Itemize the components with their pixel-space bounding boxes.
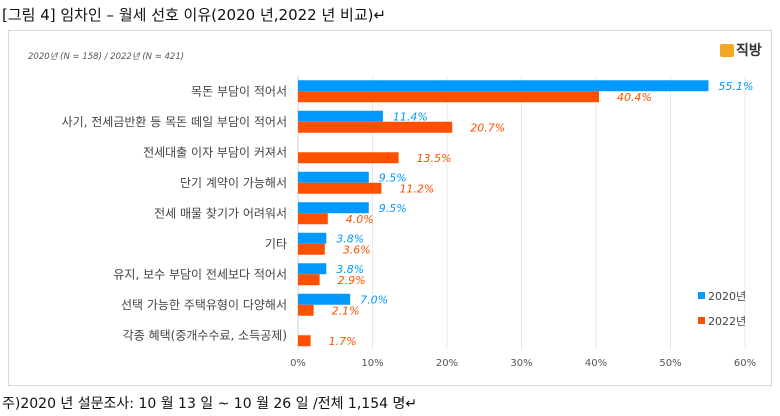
data-label: 2.9% (338, 274, 366, 287)
x-tick-label: 10% (361, 358, 383, 369)
footnote: 주)2020 년 설문조사: 10 월 13 일 ~ 10 월 26 일 /전체… (2, 396, 418, 412)
category-label: 전세대출 이자 부담이 커져서 (143, 145, 287, 159)
x-tick-label: 60% (734, 358, 756, 369)
bar-2022 (298, 121, 453, 133)
category-label: 유지, 보수 부담이 전세보다 적어서 (113, 267, 287, 281)
category-label: 목돈 부담이 적어서 (191, 84, 287, 98)
category-label: 단기 계약이 가능해서 (180, 175, 287, 190)
data-label: 11.4% (393, 110, 428, 123)
bar-2020 (298, 80, 709, 92)
x-tick-label: 40% (585, 358, 607, 369)
bar-2020 (298, 232, 327, 244)
x-tick-label: 50% (659, 358, 681, 369)
bar-2022 (298, 274, 320, 286)
category-label: 기타 (265, 237, 287, 251)
data-label: 1.7% (329, 335, 357, 348)
data-label: 13.5% (417, 152, 452, 165)
bar-2020 (298, 171, 369, 183)
data-label: 3.8% (336, 232, 364, 245)
bar-2022 (298, 182, 382, 194)
data-label: 40.4% (617, 91, 652, 104)
data-label: 9.5% (379, 202, 407, 215)
data-label: 3.6% (343, 243, 371, 256)
bar-2020 (298, 263, 327, 275)
category-label: 사기, 전세금반환 등 목돈 떼일 부담이 적어서 (62, 115, 287, 129)
bar-2022 (298, 152, 399, 164)
bar-2022 (298, 213, 328, 225)
x-tick-label: 20% (436, 358, 458, 369)
bar-2020 (298, 293, 351, 305)
zigbang-logo: 직방 (720, 40, 762, 60)
house-icon (720, 43, 734, 57)
bar-2022 (298, 243, 325, 255)
figure-title: [그림 4] 임차인 – 월세 선호 이유(2020 년,2022 년 비교)↵ (2, 6, 387, 24)
bar-2020 (298, 202, 369, 214)
bar-2022 (298, 91, 599, 103)
data-label: 3.8% (336, 263, 364, 276)
x-tick-label: 0% (290, 358, 306, 369)
data-label: 55.1% (718, 80, 753, 93)
category-label: 각종 혜택(중개수수료, 소득공제) (123, 328, 287, 342)
chart-frame (8, 30, 772, 386)
category-label: 전세 매물 찾기가 어려워서 (154, 206, 287, 220)
legend-label: 2020년 (708, 290, 746, 303)
data-label: 4.0% (346, 213, 374, 226)
bar-2022 (298, 335, 311, 347)
data-label: 9.5% (379, 171, 407, 184)
x-tick-label: 30% (510, 358, 532, 369)
data-label: 11.2% (399, 182, 434, 195)
legend-swatch (698, 317, 705, 324)
data-label: 2.1% (332, 304, 360, 317)
data-label: 7.0% (360, 293, 388, 306)
chart-subtitle: 2020년 (N = 158) / 2022년 (N = 421) (28, 52, 185, 62)
category-label: 선택 가능한 주택유형이 다양해서 (121, 298, 287, 312)
bar-2020 (298, 110, 383, 122)
legend-swatch (698, 292, 705, 299)
legend-label: 2022년 (708, 315, 746, 328)
bar-2022 (298, 304, 314, 316)
data-label: 20.7% (470, 121, 505, 134)
